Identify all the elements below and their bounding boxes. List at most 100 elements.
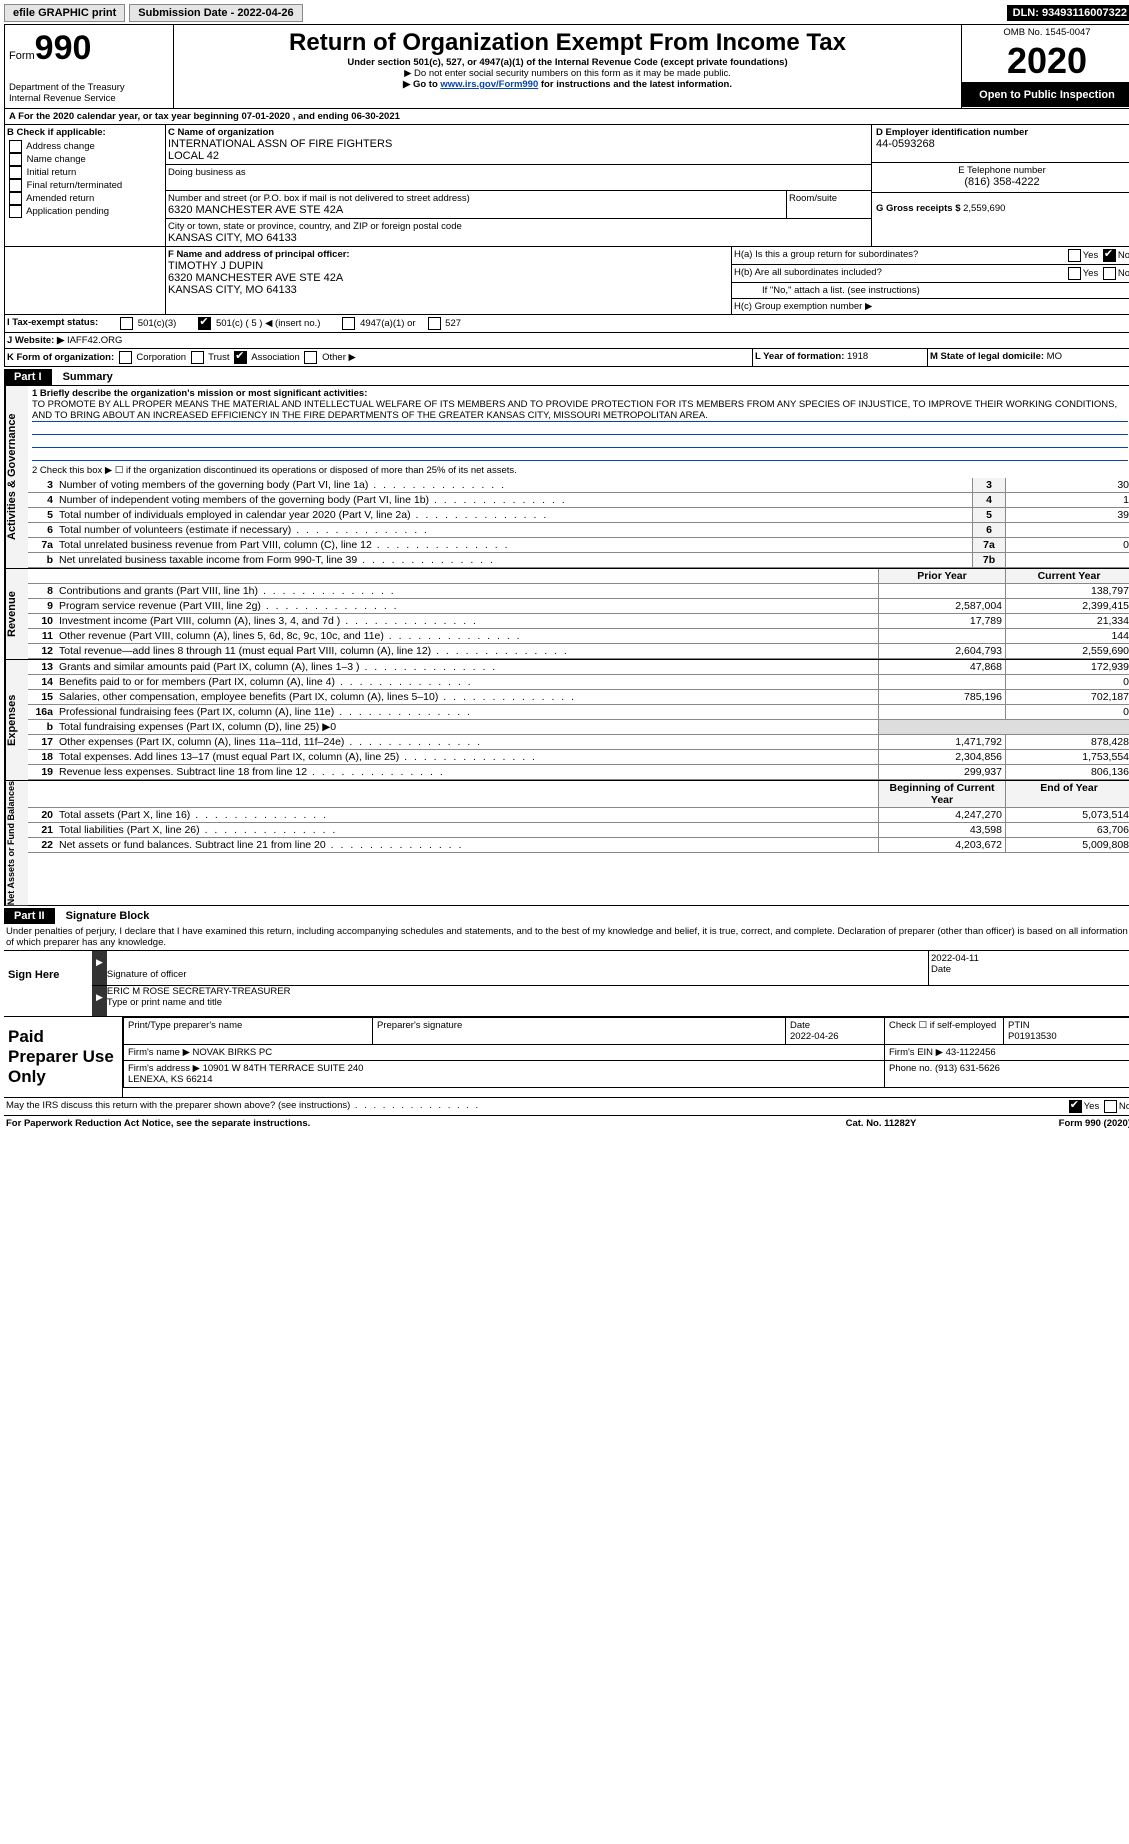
mission-text: TO PROMOTE BY ALL PROPER MEANS THE MATER… xyxy=(32,399,1128,422)
org-name: INTERNATIONAL ASSN OF FIRE FIGHTERS LOCA… xyxy=(168,138,869,162)
website: IAFF42.ORG xyxy=(67,335,122,346)
main-title: Return of Organization Exempt From Incom… xyxy=(178,29,957,57)
prep-sig-label: Preparer's signature xyxy=(377,1020,462,1031)
irs-link[interactable]: www.irs.gov/Form990 xyxy=(440,79,538,90)
part2-label: Part II xyxy=(4,908,55,924)
cb-501c[interactable] xyxy=(198,317,211,330)
dln: DLN: 93493116007322 xyxy=(1007,5,1129,21)
officer-name: TIMOTHY J DUPIN xyxy=(168,260,729,272)
hdr-end: End of Year xyxy=(1006,781,1129,808)
cb-4947[interactable] xyxy=(342,317,355,330)
hb-yes[interactable] xyxy=(1068,267,1081,280)
hb-label: H(b) Are all subordinates included? xyxy=(734,267,1066,280)
k-label: K Form of organization: xyxy=(7,352,114,363)
footer-right: Form 990 (2020) xyxy=(981,1118,1129,1129)
line2: 2 Check this box ▶ ☐ if the organization… xyxy=(28,463,1129,478)
discuss-text: May the IRS discuss this return with the… xyxy=(6,1100,1067,1113)
checkbox-final-return[interactable] xyxy=(9,179,22,192)
warn-post: for instructions and the latest informat… xyxy=(538,79,732,90)
checkbox-app-pending[interactable] xyxy=(9,205,22,218)
ptin-label: PTIN xyxy=(1008,1020,1030,1031)
sig-arrow-icon: ▶ xyxy=(92,986,107,1016)
firm-name-label: Firm's name ▶ xyxy=(128,1047,190,1058)
b-item: Address change xyxy=(26,141,95,152)
page-footer: For Paperwork Reduction Act Notice, see … xyxy=(4,1116,1129,1131)
cb-501c3[interactable] xyxy=(120,317,133,330)
l-label: L Year of formation: xyxy=(755,351,847,362)
part1-body: Activities & Governance 1 Briefly descri… xyxy=(4,385,1129,569)
d-label: D Employer identification number xyxy=(876,127,1128,138)
line1-label: 1 Briefly describe the organization's mi… xyxy=(32,388,1128,399)
topbar: efile GRAPHIC print Submission Date - 20… xyxy=(4,4,1129,22)
prep-date: 2022-04-26 xyxy=(790,1031,839,1042)
part2-title: Signature Block xyxy=(66,910,150,922)
section-f: F Name and address of principal officer:… xyxy=(166,247,731,314)
sign-here-block: Sign Here ▶ Signature of officer 2022-04… xyxy=(4,951,1129,1017)
form-word: Form xyxy=(9,50,35,62)
omb: OMB No. 1545-0047 xyxy=(962,25,1129,40)
section-klm: K Form of organization: Corporation Trus… xyxy=(4,349,1129,367)
line-a: A For the 2020 calendar year, or tax yea… xyxy=(4,109,1129,125)
hb-no[interactable] xyxy=(1103,267,1116,280)
hc-label: H(c) Group exemption number ▶ xyxy=(732,299,1129,314)
b-item: Application pending xyxy=(26,206,109,217)
b-label: B Check if applicable: xyxy=(5,125,165,140)
cb-trust[interactable] xyxy=(191,351,204,364)
netassets-block: Net Assets or Fund Balances Beginning of… xyxy=(4,781,1129,906)
footer-left: For Paperwork Reduction Act Notice, see … xyxy=(6,1118,781,1129)
cb-assoc[interactable] xyxy=(234,351,247,364)
firm-ein: 43-1122456 xyxy=(946,1047,996,1058)
expenses-table: 13Grants and similar amounts paid (Part … xyxy=(28,660,1129,780)
i-label: I Tax-exempt status: xyxy=(7,317,98,330)
tax-year: 2020 xyxy=(962,40,1129,83)
j-label: J Website: ▶ xyxy=(7,335,64,346)
cb-corp[interactable] xyxy=(119,351,132,364)
checkbox-name-change[interactable] xyxy=(9,153,22,166)
prep-date-label: Date xyxy=(790,1020,810,1031)
g-label: G Gross receipts $ xyxy=(876,203,960,214)
section-c: C Name of organization INTERNATIONAL ASS… xyxy=(166,125,871,246)
b-item: Amended return xyxy=(26,193,94,204)
expenses-block: Expenses 13Grants and similar amounts pa… xyxy=(4,660,1129,781)
section-j: J Website: ▶ IAFF42.ORG xyxy=(4,333,1129,349)
footer-mid: Cat. No. 11282Y xyxy=(781,1118,981,1129)
type-name-label: Type or print name and title xyxy=(107,997,1129,1008)
checkbox-address-change[interactable] xyxy=(9,140,22,153)
cb-other[interactable] xyxy=(304,351,317,364)
addr-label: Number and street (or P.O. box if mail i… xyxy=(168,193,784,204)
firm-ein-label: Firm's EIN ▶ xyxy=(889,1047,943,1058)
m-label: M State of legal domicile: xyxy=(930,351,1047,362)
state-domicile: MO xyxy=(1047,351,1062,362)
section-b: B Check if applicable: Address change Na… xyxy=(5,125,166,246)
open-to-public: Open to Public Inspection xyxy=(962,83,1129,107)
year-formation: 1918 xyxy=(847,351,868,362)
part1-label: Part I xyxy=(4,369,52,385)
checkbox-amended[interactable] xyxy=(9,192,22,205)
checkbox-initial-return[interactable] xyxy=(9,166,22,179)
cb-527[interactable] xyxy=(428,317,441,330)
warning-link: ▶ Go to www.irs.gov/Form990 for instruct… xyxy=(178,79,957,90)
hdr-prior: Prior Year xyxy=(879,569,1006,584)
efile-badge: efile GRAPHIC print xyxy=(4,4,125,22)
part2-header: Part II Signature Block xyxy=(4,908,1129,924)
form-number: 990 xyxy=(35,29,92,67)
b-item: Name change xyxy=(27,154,86,165)
phone-label: Phone no. xyxy=(889,1063,932,1074)
hdr-curr: Current Year xyxy=(1006,569,1129,584)
ha-yes[interactable] xyxy=(1068,249,1081,262)
paid-preparer-label: Paid Preparer Use Only xyxy=(4,1017,122,1097)
discuss-yes[interactable] xyxy=(1069,1100,1082,1113)
vlabel-gov: Activities & Governance xyxy=(5,386,28,568)
vlabel-net: Net Assets or Fund Balances xyxy=(5,781,28,905)
section-deg: D Employer identification number 44-0593… xyxy=(871,125,1129,246)
declaration: Under penalties of perjury, I declare th… xyxy=(4,924,1129,951)
officer-name-title: ERIC M ROSE SECRETARY-TREASURER xyxy=(107,986,1129,997)
ha-no[interactable] xyxy=(1103,249,1116,262)
entity-block: B Check if applicable: Address change Na… xyxy=(4,125,1129,247)
city-state-zip: KANSAS CITY, MO 64133 xyxy=(168,232,869,244)
sig-date: 2022-04-11 xyxy=(931,953,1129,964)
warning-ssn: ▶ Do not enter social security numbers o… xyxy=(178,68,957,79)
ha-label: H(a) Is this a group return for subordin… xyxy=(734,249,1066,262)
hb-note: If "No," attach a list. (see instruction… xyxy=(732,283,1129,299)
discuss-no[interactable] xyxy=(1104,1100,1117,1113)
